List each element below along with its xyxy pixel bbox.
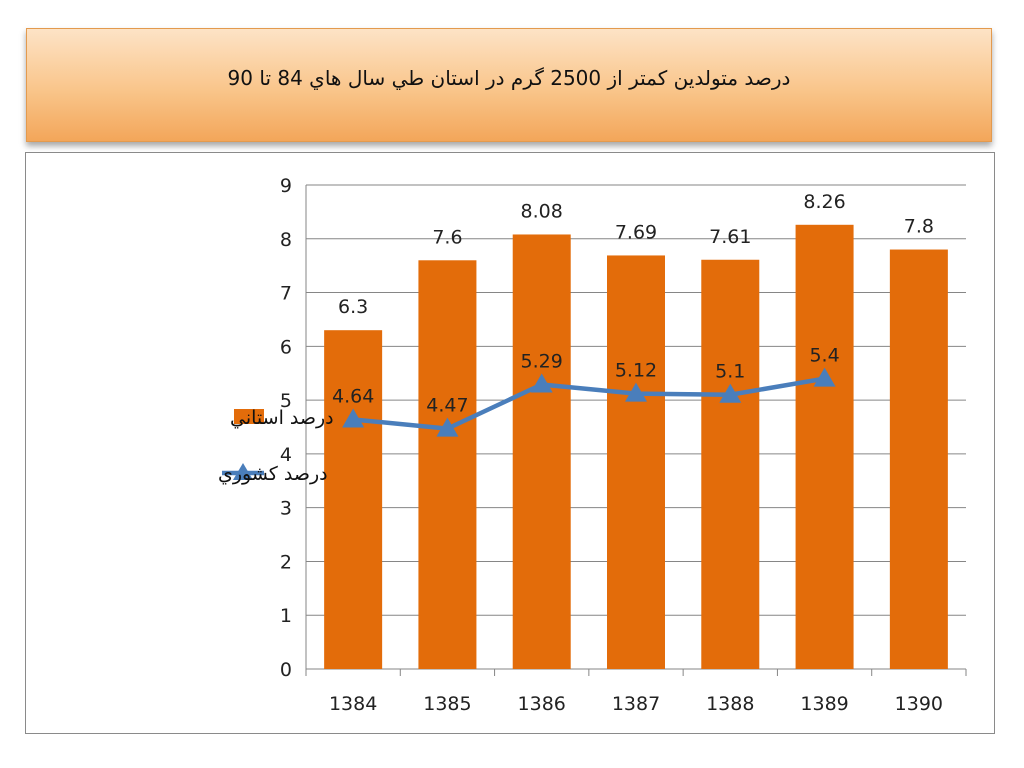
bar-1385 — [418, 260, 477, 669]
line-value-label-1384: 4.64 — [332, 385, 374, 407]
legend-label-line: درصد كشوري — [218, 463, 328, 485]
bar-value-label-1388: 7.61 — [709, 226, 751, 248]
line-marker-1386 — [530, 373, 553, 393]
legend-line-marker — [233, 463, 253, 480]
line-value-label-1388: 5.1 — [715, 361, 745, 383]
x-tick-label-1384: 1384 — [329, 693, 377, 715]
line-value-label-1389: 5.4 — [809, 345, 839, 367]
line-value-label-1387: 5.12 — [615, 360, 657, 382]
bar-value-label-1385: 7.6 — [432, 226, 462, 248]
bar-value-label-1389: 8.26 — [803, 191, 845, 213]
y-tick-label-6: 6 — [280, 336, 292, 358]
bar-value-label-1390: 7.8 — [904, 216, 934, 238]
bar-value-label-1386: 8.08 — [521, 200, 563, 222]
bar-1389 — [795, 224, 854, 669]
y-tick-label-9: 9 — [280, 175, 292, 197]
line-marker-1388 — [719, 383, 742, 403]
y-tick-label-2: 2 — [280, 551, 292, 573]
bar-1384 — [324, 330, 383, 669]
y-tick-label-8: 8 — [280, 229, 292, 251]
y-tick-label-4: 4 — [280, 444, 292, 466]
line-marker-1384 — [342, 408, 365, 428]
y-tick-label-7: 7 — [280, 283, 292, 305]
chart-title-banner: درصد متولدين كمتر از 2500 گرم در استان ط… — [26, 28, 992, 142]
y-tick-label-0: 0 — [280, 659, 292, 681]
line-marker-1387 — [625, 382, 647, 402]
y-tick-label-1: 1 — [280, 605, 292, 627]
x-tick-label-1390: 1390 — [895, 693, 943, 715]
line-marker-1385 — [436, 417, 459, 437]
chart-frame: 0 1 2 3 4 5 6 7 8 9 1384 1385 1386 1387 1388 1389 1390 6.… — [25, 152, 995, 734]
y-tick-label-3: 3 — [280, 498, 292, 520]
line-series-path — [352, 376, 825, 431]
x-tick-label-1389: 1389 — [800, 693, 848, 715]
bar-1390 — [889, 249, 948, 669]
x-tick-label-1385: 1385 — [423, 693, 471, 715]
bar-1386 — [512, 234, 571, 669]
line-marker-1389 — [813, 367, 836, 387]
chart-svg: 0 1 2 3 4 5 6 7 8 9 1384 1385 1386 1387 1388 1389 1390 6.… — [218, 175, 967, 715]
x-tick-label-1386: 1386 — [518, 693, 566, 715]
bar-value-label-1384: 6.3 — [338, 296, 368, 318]
y-tick-label-5: 5 — [280, 390, 292, 412]
legend-bar-swatch — [234, 409, 264, 424]
bar-value-label-1387: 7.69 — [615, 221, 657, 243]
x-tick-label-1387: 1387 — [612, 693, 660, 715]
bar-1387 — [607, 255, 665, 669]
bar-1388 — [701, 259, 760, 669]
x-tick-label-1388: 1388 — [706, 693, 754, 715]
chart-title: درصد متولدين كمتر از 2500 گرم در استان ط… — [227, 66, 791, 90]
line-value-label-1386: 5.29 — [521, 351, 563, 373]
legend-label-bar: درصد استاني — [230, 407, 334, 429]
line-value-label-1385: 4.47 — [426, 395, 468, 417]
